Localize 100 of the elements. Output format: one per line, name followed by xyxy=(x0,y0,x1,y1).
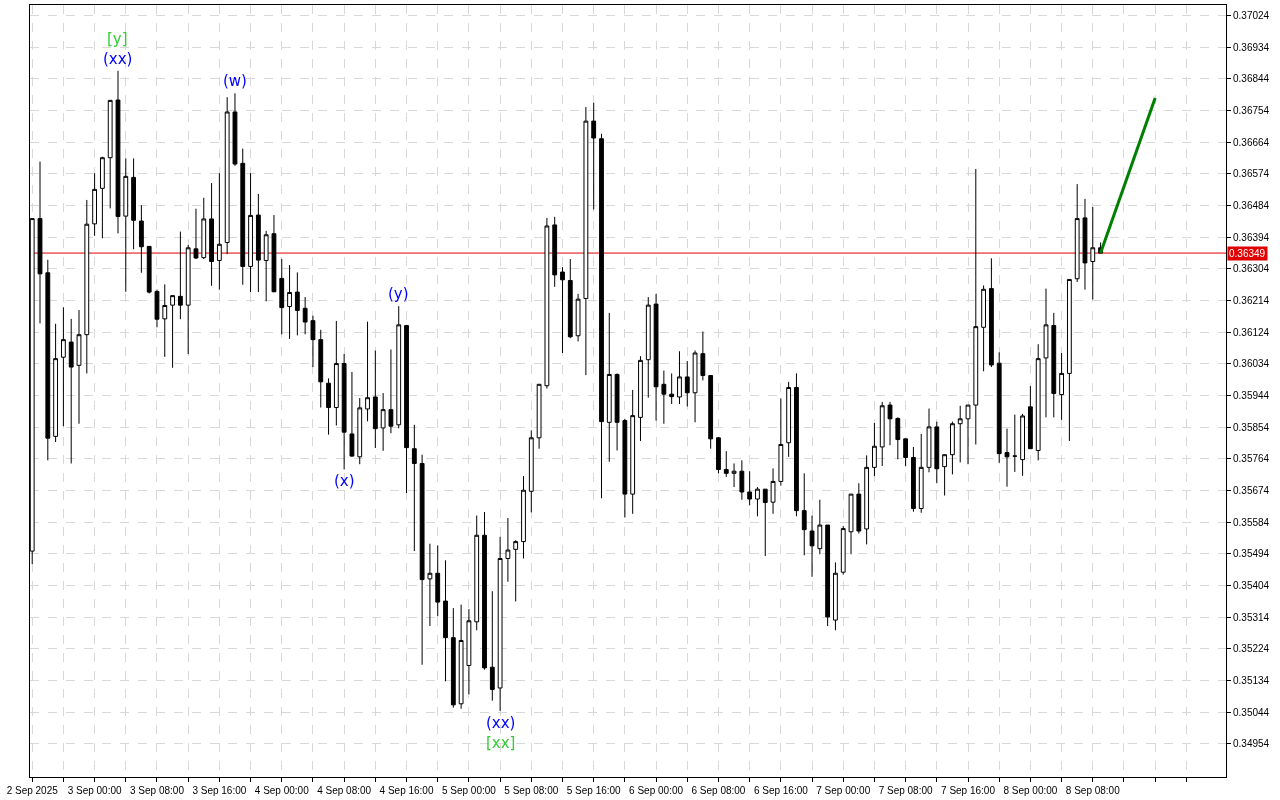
candlestick xyxy=(497,536,503,712)
candlestick xyxy=(1090,206,1096,301)
candlestick xyxy=(1012,414,1018,473)
x-tick-label: 3 Sep 16:00 xyxy=(192,785,247,796)
candlestick xyxy=(349,371,355,458)
y-tick-label: 0.36304 xyxy=(1233,263,1270,275)
candlestick xyxy=(840,525,846,576)
candlestick xyxy=(232,92,238,167)
candlestick xyxy=(466,608,472,695)
candlestick xyxy=(638,355,643,442)
candlestick xyxy=(318,329,324,409)
x-tick-label: 8 Sep 00:00 xyxy=(1003,785,1058,796)
candlestick xyxy=(357,397,363,465)
candlestick xyxy=(669,372,675,405)
y-tick-label: 0.35764 xyxy=(1233,453,1270,465)
y-tick-label: 0.35404 xyxy=(1233,580,1270,592)
candlestick xyxy=(739,459,745,501)
candlestick xyxy=(786,381,792,458)
x-tick-label: 7 Sep 08:00 xyxy=(878,785,934,796)
candlestick xyxy=(372,350,378,449)
candlestick xyxy=(903,438,909,467)
candlestick xyxy=(528,429,534,513)
candlestick xyxy=(926,408,932,473)
candlestick xyxy=(1074,183,1080,283)
candlestick xyxy=(131,157,136,250)
candlestick xyxy=(255,193,261,293)
candlestick xyxy=(365,321,370,422)
candlestick xyxy=(419,454,425,666)
x-tick-label: 5 Sep 00:00 xyxy=(441,785,497,796)
y-tick-label: 0.36664 xyxy=(1233,136,1270,148)
candlestick xyxy=(107,99,113,209)
x-tick-label: 4 Sep 08:00 xyxy=(317,785,372,796)
candlestick xyxy=(1020,413,1025,477)
candlestick xyxy=(552,216,558,288)
candlestick xyxy=(489,590,495,702)
candlestick xyxy=(653,293,659,422)
y-tick-label: 0.36214 xyxy=(1233,295,1270,307)
candlestick xyxy=(723,450,729,478)
candlestick xyxy=(684,360,690,407)
candlestick xyxy=(747,470,753,506)
candlestick xyxy=(146,245,152,295)
y-tick-label: 0.36754 xyxy=(1233,105,1270,117)
x-tick-label: 5 Sep 16:00 xyxy=(566,785,622,796)
candlestick xyxy=(45,259,51,461)
candlestick xyxy=(677,350,682,405)
y-tick-label: 0.36034 xyxy=(1233,358,1270,370)
annotation: [y] xyxy=(107,30,128,48)
y-tick-label: 0.34954 xyxy=(1233,738,1270,750)
candlestick xyxy=(762,488,768,557)
candlestick xyxy=(599,133,604,499)
candlestick xyxy=(1059,352,1064,421)
annotation: (xx) xyxy=(486,714,516,732)
candlestick xyxy=(279,258,285,335)
candlestick xyxy=(209,182,214,287)
candlestick xyxy=(240,148,246,286)
candlestick xyxy=(755,486,760,517)
annotation: (w) xyxy=(223,72,247,90)
candlestick xyxy=(536,383,542,450)
candlestick xyxy=(271,214,277,293)
candlestick xyxy=(817,499,823,555)
y-tick-label: 0.35674 xyxy=(1233,485,1270,497)
candlestick xyxy=(310,315,316,368)
y-tick-label: 0.36844 xyxy=(1233,73,1270,85)
candlestick xyxy=(973,168,979,445)
candlestick xyxy=(622,418,628,518)
candlestick xyxy=(809,515,815,578)
candlestick xyxy=(692,350,698,423)
candlestick xyxy=(177,231,183,320)
candlestick xyxy=(887,401,893,446)
x-tick-label: 6 Sep 00:00 xyxy=(629,785,684,796)
y-tick-label: 0.35584 xyxy=(1233,516,1270,528)
candlestick xyxy=(911,446,916,513)
candlestick xyxy=(825,524,831,627)
candlestick xyxy=(606,312,612,463)
candlestick xyxy=(185,244,191,355)
candlestick xyxy=(388,348,394,434)
candlestick xyxy=(170,294,175,369)
candlestick xyxy=(864,454,870,545)
x-tick-label: 2 Sep 2025 xyxy=(6,785,59,796)
candlestick xyxy=(294,271,300,336)
x-tick-label: 7 Sep 16:00 xyxy=(941,785,996,796)
candlestick xyxy=(575,293,581,342)
x-tick-label: 4 Sep 00:00 xyxy=(254,785,310,796)
x-tick-label: 3 Sep 08:00 xyxy=(130,785,185,796)
candlestick xyxy=(614,372,620,451)
candlestick xyxy=(162,283,168,358)
candlestick xyxy=(513,539,519,602)
y-tick-label: 0.37024 xyxy=(1233,10,1270,22)
candlestick xyxy=(68,318,74,464)
candlestick xyxy=(248,172,253,293)
candlestick xyxy=(138,204,144,274)
x-tick-label: 8 Sep 08:00 xyxy=(1065,785,1121,796)
annotation: (xx) xyxy=(103,50,133,68)
candlestick xyxy=(895,416,901,460)
y-tick-label: 0.36394 xyxy=(1233,231,1270,243)
y-tick-label: 0.35314 xyxy=(1233,611,1270,623)
candlestick xyxy=(450,607,456,709)
candlestick xyxy=(302,296,308,335)
candlestick xyxy=(833,561,838,631)
candlestick xyxy=(154,289,160,328)
